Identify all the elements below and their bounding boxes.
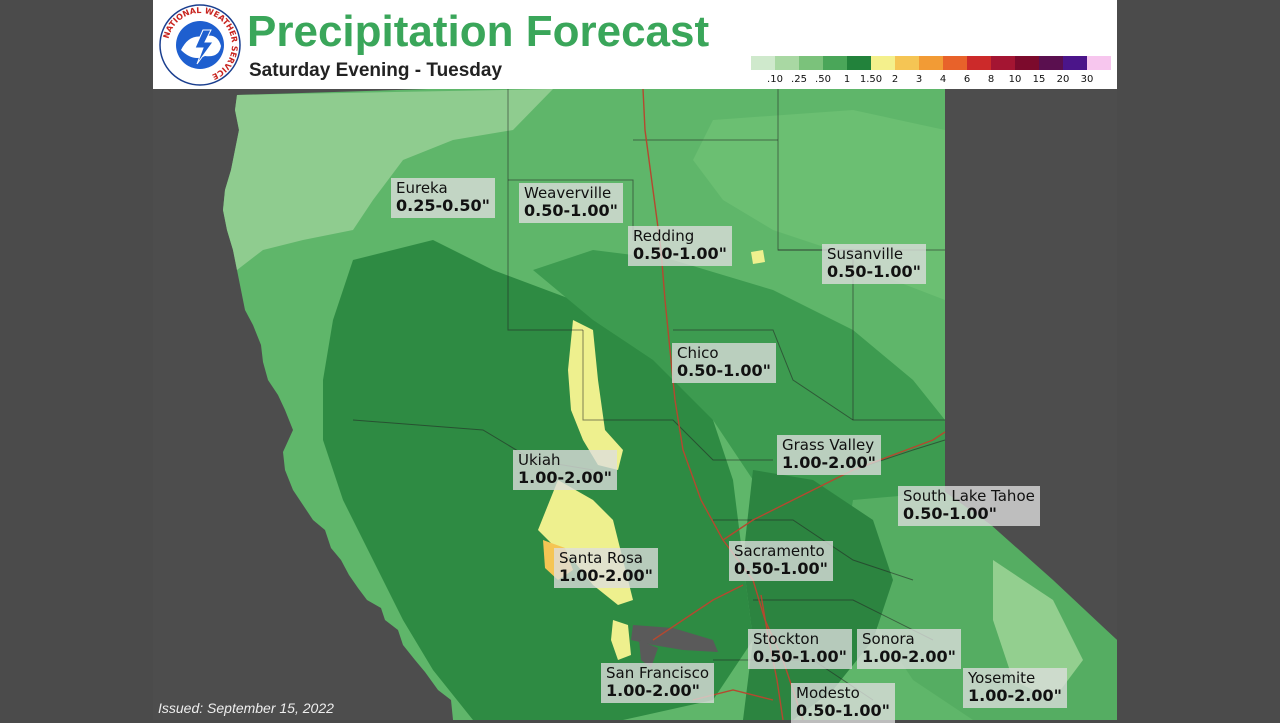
left-frame <box>0 0 153 720</box>
legend-tick-label: .50 <box>815 74 831 85</box>
city-amount: 0.50-1.00" <box>524 200 618 220</box>
city-label-eureka: Eureka 0.25-0.50" <box>391 178 495 218</box>
city-label-yosemite: Yosemite 1.00-2.00" <box>963 668 1067 708</box>
legend-tick-label: 8 <box>987 74 995 85</box>
city-amount: 1.00-2.00" <box>518 467 612 487</box>
city-name: Sonora <box>862 630 915 648</box>
city-amount: 1.00-2.00" <box>968 685 1062 705</box>
city-label-chico: Chico 0.50-1.00" <box>672 343 776 383</box>
legend-swatch <box>751 56 775 70</box>
legend-tick-label: 10 <box>1008 74 1022 85</box>
legend-swatch <box>799 56 823 70</box>
precipitation-map <box>153 0 1117 720</box>
legend-tick-label: 20 <box>1056 74 1070 85</box>
city-name: Ukiah <box>518 451 561 469</box>
legend-tick-label: .25 <box>791 74 807 85</box>
city-label-stockton: Stockton 0.50-1.00" <box>748 629 852 669</box>
page-title: Precipitation Forecast <box>247 7 710 56</box>
header-bar: NATIONAL WEATHER SERVICE Precipitation F… <box>153 0 1117 89</box>
legend-swatch <box>1063 56 1087 70</box>
city-amount: 0.50-1.00" <box>753 646 847 666</box>
city-label-grass-valley: Grass Valley 1.00-2.00" <box>777 435 881 475</box>
city-amount: 0.50-1.00" <box>903 503 997 523</box>
city-name: Santa Rosa <box>559 549 643 567</box>
legend-tick-label: 1.50 <box>859 74 883 85</box>
right-frame <box>1117 0 1280 720</box>
city-amount: 0.50-1.00" <box>734 558 828 578</box>
legend-tick-label: 15 <box>1032 74 1046 85</box>
city-label-redding: Redding 0.50-1.00" <box>628 226 732 266</box>
legend-tick-labels: .10 .25 .50 1 1.50 2 3 4 6 8 10 15 20 30 <box>751 74 1131 88</box>
legend-tick-label: 3 <box>915 74 923 85</box>
city-label-ukiah: Ukiah 1.00-2.00" <box>513 450 617 490</box>
legend-tick-label: 6 <box>963 74 971 85</box>
legend-swatch <box>991 56 1015 70</box>
legend-swatch <box>823 56 847 70</box>
city-label-santa-rosa: Santa Rosa 1.00-2.00" <box>554 548 658 588</box>
legend-swatch <box>895 56 919 70</box>
city-label-weaverville: Weaverville 0.50-1.00" <box>519 183 623 223</box>
legend-tick-label: 2 <box>891 74 899 85</box>
legend-swatch <box>967 56 991 70</box>
city-name: Yosemite <box>968 669 1036 687</box>
city-name: San Francisco <box>606 664 710 682</box>
legend-swatch <box>1039 56 1063 70</box>
legend-tick-label: 1 <box>843 74 851 85</box>
legend-swatches <box>751 56 1111 70</box>
city-name: Sacramento <box>734 542 825 560</box>
legend-swatch <box>943 56 967 70</box>
city-label-san-francisco: San Francisco 1.00-2.00" <box>601 663 715 703</box>
city-name: Redding <box>633 227 695 245</box>
city-name: Susanville <box>827 245 904 263</box>
city-amount: 0.50-1.00" <box>633 243 727 263</box>
legend-tick-label: 30 <box>1080 74 1094 85</box>
city-name: Stockton <box>753 630 820 648</box>
city-amount: 0.50-1.00" <box>827 261 921 281</box>
city-name: Modesto <box>796 684 860 702</box>
legend-swatch <box>919 56 943 70</box>
city-label-south-lake-tahoe: South Lake Tahoe 0.50-1.00" <box>898 486 1040 526</box>
legend-tick-label: .10 <box>767 74 783 85</box>
city-amount: 0.50-1.00" <box>796 700 890 720</box>
city-name: Grass Valley <box>782 436 875 454</box>
city-label-modesto: Modesto 0.50-1.00" <box>791 683 895 723</box>
page-subtitle: Saturday Evening - Tuesday <box>249 60 503 81</box>
nws-logo: NATIONAL WEATHER SERVICE <box>159 4 241 86</box>
city-amount: 1.00-2.00" <box>782 452 876 472</box>
city-name: Weaverville <box>524 184 612 202</box>
legend-swatch <box>847 56 871 70</box>
city-name: South Lake Tahoe <box>903 487 1035 505</box>
city-label-susanville: Susanville 0.50-1.00" <box>822 244 926 284</box>
city-amount: 0.25-0.50" <box>396 195 490 215</box>
city-name: Eureka <box>396 179 448 197</box>
legend-tick-label: 4 <box>939 74 947 85</box>
city-amount: 1.00-2.00" <box>559 565 653 585</box>
legend-swatch <box>1087 56 1111 70</box>
city-label-sonora: Sonora 1.00-2.00" <box>857 629 961 669</box>
issued-date: Issued: September 15, 2022 <box>158 700 334 716</box>
color-legend: .10 .25 .50 1 1.50 2 3 4 6 8 10 15 20 30 <box>751 56 1131 88</box>
map-graphic <box>153 0 1117 720</box>
legend-swatch <box>871 56 895 70</box>
city-name: Chico <box>677 344 719 362</box>
city-label-sacramento: Sacramento 0.50-1.00" <box>729 541 833 581</box>
legend-swatch <box>775 56 799 70</box>
city-amount: 0.50-1.00" <box>677 360 771 380</box>
city-amount: 1.00-2.00" <box>862 646 956 666</box>
city-amount: 1.00-2.00" <box>606 680 700 700</box>
legend-swatch <box>1015 56 1039 70</box>
